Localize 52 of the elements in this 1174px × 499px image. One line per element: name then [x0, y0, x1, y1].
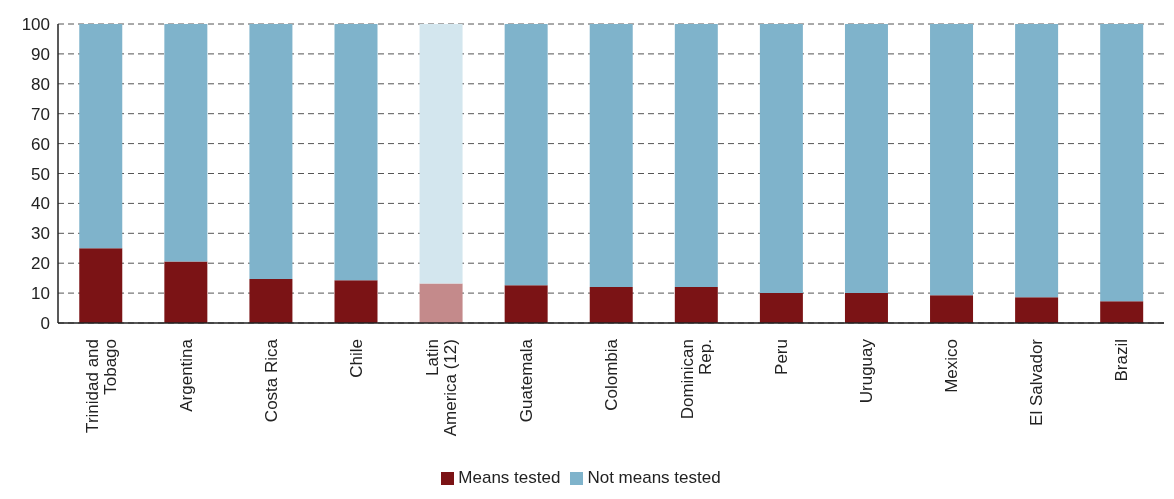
y-tick-label: 100 — [21, 15, 50, 35]
bar — [1015, 24, 1059, 298]
bar — [674, 24, 718, 288]
bar — [334, 24, 378, 281]
x-tick-label: Chile — [346, 339, 366, 378]
x-tick-label: Brazil — [1112, 339, 1132, 382]
x-tick-label: Uruguay — [857, 338, 877, 404]
legend-label: Not means tested — [587, 468, 721, 487]
bar — [589, 24, 633, 288]
x-tick-label: Trinidad and Tobago — [82, 339, 120, 433]
bar — [844, 24, 888, 294]
x-tick-label: Costa Rica — [261, 338, 281, 423]
bar — [1100, 24, 1144, 302]
bar — [759, 24, 803, 294]
x-tick-label: Guatemala — [516, 338, 536, 423]
bar — [930, 24, 974, 296]
y-tick-label: 60 — [31, 134, 50, 154]
bar — [419, 24, 463, 284]
bar — [334, 280, 378, 323]
bar — [249, 279, 293, 323]
x-tick-label: Mexico — [942, 339, 962, 393]
y-tick-label: 50 — [31, 164, 50, 184]
bar — [164, 24, 208, 262]
y-tick-label: 90 — [31, 44, 50, 64]
y-tick-label: 10 — [31, 284, 50, 304]
x-tick-label: Colombia — [602, 338, 621, 411]
bar — [164, 261, 208, 323]
bar — [504, 24, 548, 286]
x-tick-label: Latin America (12) — [422, 339, 460, 437]
y-tick-label: 0 — [40, 314, 50, 334]
bar — [504, 285, 548, 323]
y-tick-label: 40 — [31, 194, 50, 214]
bar — [249, 24, 293, 280]
y-tick-label: 80 — [31, 74, 50, 94]
bar — [589, 287, 633, 323]
bar — [844, 293, 888, 323]
bar — [1015, 297, 1059, 323]
bar — [79, 248, 123, 323]
y-tick-label: 20 — [31, 254, 50, 274]
x-tick-label: Dominican Rep. — [678, 339, 716, 420]
y-tick-label: 70 — [31, 104, 50, 124]
bar — [759, 293, 803, 323]
legend-label: Means tested — [458, 468, 561, 487]
y-tick-label: 30 — [31, 224, 50, 244]
x-tick-label: El Salvador — [1027, 338, 1047, 426]
bar — [674, 287, 718, 323]
bar — [1100, 301, 1144, 323]
x-tick-label: Peru — [772, 339, 792, 375]
bar — [419, 283, 463, 323]
bar — [79, 24, 123, 249]
x-tick-label: Argentina — [176, 338, 196, 412]
bar — [930, 295, 974, 323]
